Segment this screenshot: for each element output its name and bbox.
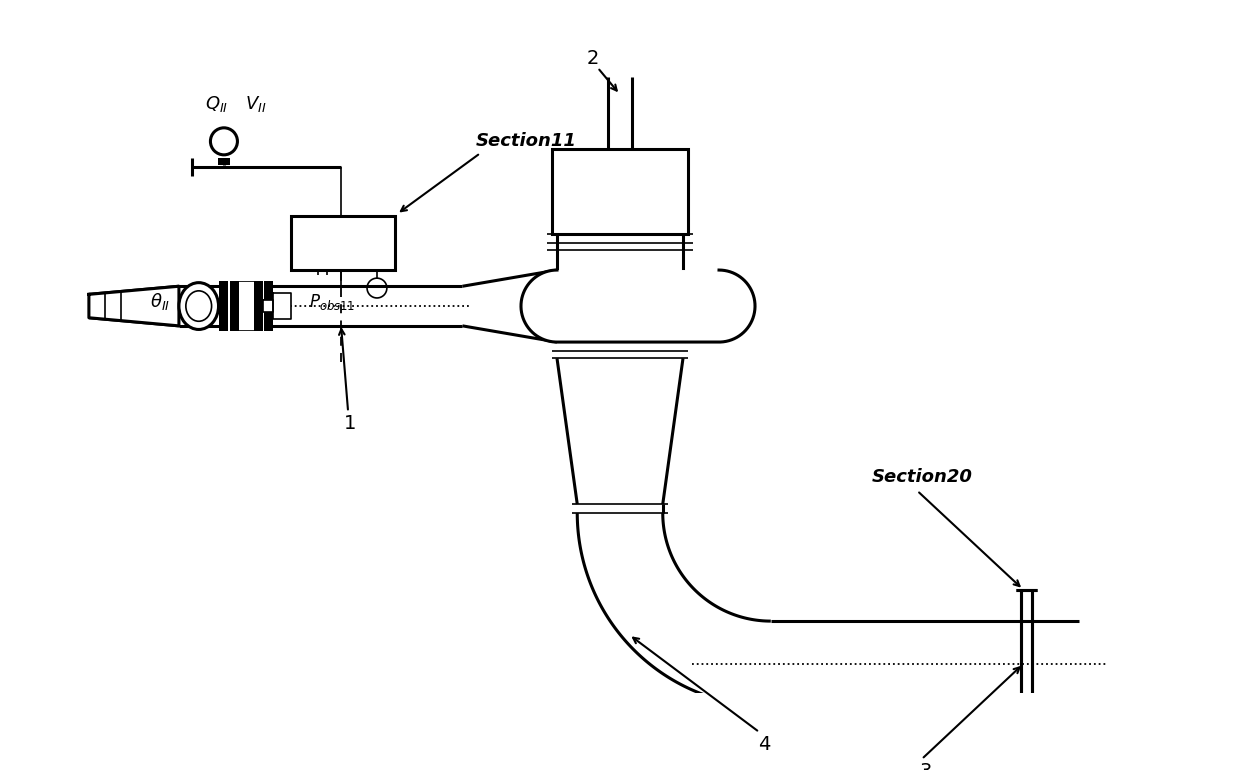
Polygon shape: [263, 300, 274, 313]
Text: Section11: Section11: [476, 132, 577, 150]
Bar: [553, 149, 687, 234]
Text: $Q_{II}$: $Q_{II}$: [205, 93, 228, 113]
Polygon shape: [1021, 621, 1032, 707]
Text: $P_{obs11}$: $P_{obs11}$: [309, 292, 355, 312]
Polygon shape: [274, 293, 291, 319]
Bar: [291, 216, 396, 270]
Polygon shape: [231, 281, 239, 331]
Polygon shape: [264, 281, 274, 331]
Polygon shape: [521, 270, 755, 342]
Text: $V_{II}$: $V_{II}$: [244, 93, 267, 113]
Polygon shape: [89, 286, 179, 326]
Polygon shape: [219, 281, 228, 331]
Polygon shape: [218, 159, 231, 165]
Polygon shape: [263, 283, 264, 330]
Text: 2: 2: [587, 49, 599, 68]
Ellipse shape: [179, 283, 218, 330]
Text: 4: 4: [758, 735, 770, 755]
Text: 3: 3: [920, 762, 932, 770]
Polygon shape: [254, 281, 263, 331]
Text: Section20: Section20: [872, 467, 973, 486]
Text: 1: 1: [343, 413, 356, 433]
Polygon shape: [239, 282, 254, 330]
Polygon shape: [228, 283, 231, 330]
Text: $\theta_{II}$: $\theta_{II}$: [150, 291, 170, 312]
Polygon shape: [1021, 590, 1032, 723]
